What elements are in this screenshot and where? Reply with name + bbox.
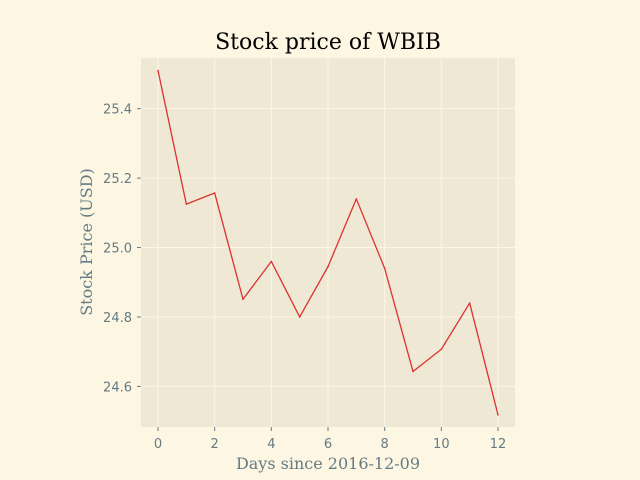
x-tick-label: 6: [324, 437, 332, 452]
x-tick-label: 0: [154, 437, 162, 452]
x-tick-label: 2: [211, 437, 219, 452]
price-data-point: [242, 298, 244, 301]
y-tick-label: 25.4: [103, 103, 132, 118]
y-tick-label: 24.6: [103, 380, 132, 395]
price-data-point: [440, 348, 443, 351]
y-tick-label: 25.2: [103, 172, 132, 187]
price-data-point: [327, 265, 329, 268]
price-data-point: [383, 267, 386, 270]
price-data-point: [157, 69, 159, 72]
x-tick-label: 10: [433, 437, 450, 452]
price-data-point: [270, 260, 273, 263]
price-data-point: [298, 316, 301, 318]
x-tick-label: 4: [267, 437, 275, 452]
x-axis-ticks: 0 2 4 6 8 10 12: [154, 427, 506, 452]
grid-lines: [141, 58, 515, 427]
x-axis-label: Days since 2016-12-09: [236, 454, 420, 473]
price-data-point: [468, 302, 471, 304]
price-data-point: [355, 198, 358, 200]
price-data-point: [185, 203, 188, 205]
series-group: [157, 69, 499, 416]
chart-title: Stock price of WBIB: [215, 30, 441, 55]
y-axis-ticks: 24.6 24.8 25.0 25.2 25.4: [103, 103, 141, 395]
y-axis-label: Stock Price (USD): [77, 168, 96, 316]
price-data-point: [213, 192, 216, 194]
x-tick-label: 12: [490, 437, 507, 452]
y-tick-label: 25.0: [103, 242, 132, 257]
y-tick-label: 24.8: [103, 311, 132, 326]
price-data-point: [497, 414, 499, 416]
x-tick-label: 8: [381, 437, 389, 452]
price-data-point: [412, 370, 414, 373]
